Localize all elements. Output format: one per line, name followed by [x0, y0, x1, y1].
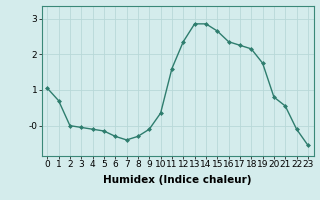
- X-axis label: Humidex (Indice chaleur): Humidex (Indice chaleur): [103, 175, 252, 185]
